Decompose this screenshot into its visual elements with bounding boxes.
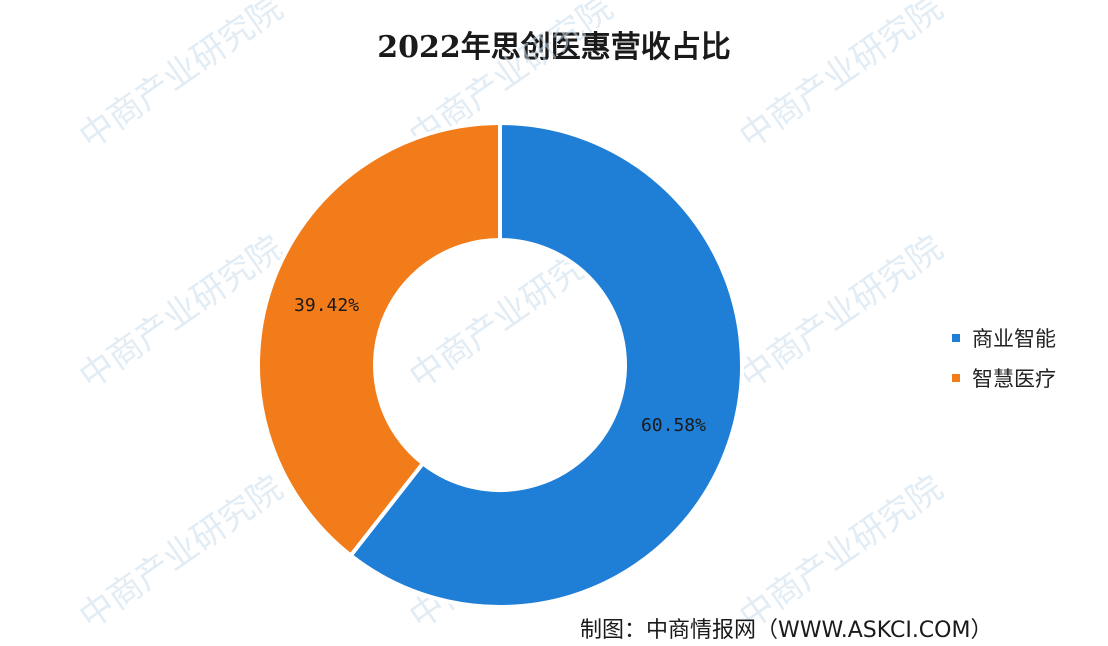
- legend: 商业智能 智慧医疗: [952, 318, 1056, 398]
- watermark-5: 中商产业研究院: [732, 228, 950, 397]
- source-note: 制图：中商情报网（WWW.ASKCI.COM）: [580, 618, 993, 643]
- legend-item-0: 商业智能: [952, 318, 1056, 358]
- watermark-2: 中商产业研究院: [732, 0, 950, 157]
- slice-0: [347, 120, 744, 609]
- watermark-0: 中商产业研究院: [72, 0, 290, 157]
- chart-title: 2022年思创医惠营收占比: [377, 30, 731, 65]
- legend-item-1: 智慧医疗: [952, 358, 1056, 398]
- slice-1: [256, 120, 502, 559]
- watermark-6: 中商产业研究院: [72, 468, 290, 637]
- slice-label-0: 60.58%: [641, 415, 706, 436]
- legend-label-1: 智慧医疗: [972, 367, 1056, 391]
- legend-swatch-1: [952, 374, 960, 382]
- legend-label-0: 商业智能: [972, 327, 1056, 351]
- legend-swatch-0: [952, 334, 960, 342]
- slice-label-1: 39.42%: [294, 295, 359, 316]
